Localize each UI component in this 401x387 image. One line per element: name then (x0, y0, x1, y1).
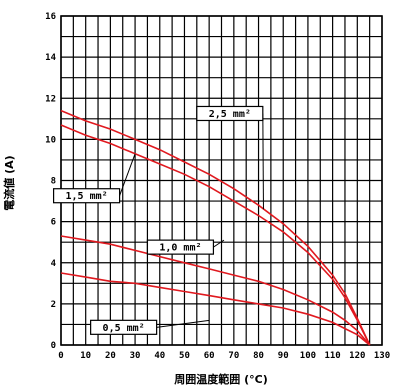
annotation-leader-line (262, 113, 264, 210)
y-tick-label: 8 (51, 177, 56, 187)
series-line (60, 124, 371, 346)
y-tick-label: 0 (51, 341, 56, 351)
annotation-leader-line (213, 239, 225, 248)
x-tick-label: 40 (154, 351, 165, 361)
x-tick-label: 0 (58, 351, 63, 361)
series-line (60, 272, 371, 346)
tick-labels: 0 10 20 30 40 50 60 70 80 90 100 110 120 130 0 2 4 6 8 10 12… (45, 12, 390, 361)
y-tick-label: 6 (51, 218, 56, 228)
series-label: 0,5 mm² (103, 323, 145, 334)
y-tick-label: 16 (45, 12, 56, 22)
y-axis-title: 電流値 (A) (2, 155, 16, 210)
annotation-box (196, 105, 264, 122)
y-tick-label: 10 (45, 135, 56, 145)
x-tick-label: 130 (374, 351, 390, 361)
series-layer (60, 109, 371, 346)
y-tick-label: 12 (45, 94, 56, 104)
x-tick-label: 70 (228, 351, 239, 361)
plot-frame (60, 15, 383, 346)
x-tick-label: 60 (204, 351, 215, 361)
grid (60, 15, 383, 346)
annotation-box (52, 188, 121, 204)
annotation-box (146, 239, 215, 255)
x-tick-label: 110 (324, 351, 340, 361)
x-tick-label: 120 (349, 351, 365, 361)
y-tick-label: 2 (51, 300, 56, 310)
y-tick-label: 4 (51, 259, 57, 269)
x-axis-title: 周囲温度範囲 (°C) (174, 372, 267, 386)
series-line (60, 235, 371, 346)
annotation-layer: 2,5 mm² 1,5 mm² 1,0 mm² 0,5 mm² (52, 105, 264, 335)
x-tick-label: 10 (80, 351, 91, 361)
series-line (60, 109, 371, 346)
annotation-leader-line (156, 319, 210, 328)
y-tick-label: 14 (45, 53, 56, 63)
series-label: 2,5 mm² (209, 109, 251, 120)
x-tick-label: 20 (105, 351, 116, 361)
series-label: 1,5 mm² (66, 191, 108, 202)
series-label: 1,0 mm² (159, 243, 201, 254)
x-tick-label: 50 (179, 351, 190, 361)
x-tick-label: 30 (130, 351, 141, 361)
annotation-box (90, 319, 158, 335)
x-tick-label: 100 (300, 351, 316, 361)
x-tick-label: 90 (278, 351, 289, 361)
annotation-leader-line (119, 153, 136, 196)
x-tick-label: 80 (253, 351, 264, 361)
